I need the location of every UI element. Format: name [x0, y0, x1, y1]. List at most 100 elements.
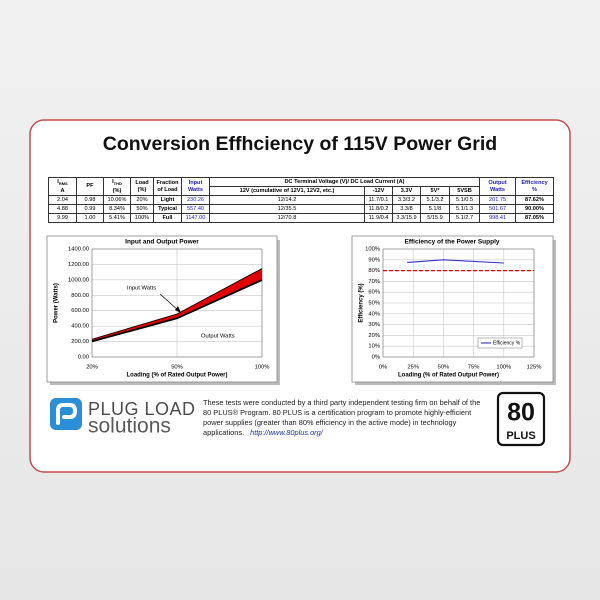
logo: PLUG LOAD solutions: [50, 398, 196, 438]
data-cell: 11.7/0.1: [364, 195, 393, 205]
y-tick-label: 70%: [368, 279, 380, 285]
data-cell: 11.9/0.4: [364, 213, 393, 223]
x-tick-label: 100%: [496, 365, 511, 371]
x-tick-label: 50%: [171, 365, 183, 371]
data-cell: 12/70.8: [209, 213, 365, 223]
y-tick-label: 0%: [372, 355, 380, 361]
header-unit: (%): [112, 187, 122, 194]
header-unit: (%): [137, 186, 147, 193]
data-cell: 2.04: [48, 195, 77, 205]
header-label: 3.3V: [400, 187, 413, 194]
y-tick-label: 30%: [368, 322, 380, 328]
data-cell: 230.26: [181, 195, 210, 205]
data-cell: 1147.00: [181, 213, 210, 223]
header-cell: Output Watts: [479, 177, 517, 196]
y-tick-label: 0.00: [78, 355, 89, 361]
data-cell: 5.1/0.5: [448, 195, 481, 205]
data-cell: 100%: [130, 213, 154, 223]
y-axis-label: Efficiency (%): [359, 283, 365, 322]
header-row: 12V (cumulative of 12V1, 12V2, etc.) -12V…: [49, 186, 554, 196]
header-label: 12V (cumulative of 12V1, 12V2, etc.): [239, 187, 335, 194]
header-cell: Efficiency%: [515, 177, 555, 196]
series-line: [407, 259, 504, 264]
data-cell: 20%: [130, 195, 154, 205]
chart-title: Input and Output Power: [125, 239, 199, 246]
data-cell: 10.06%: [103, 195, 131, 205]
header-cell: 5V*: [420, 186, 450, 196]
header-label: Efficiency: [521, 180, 548, 186]
y-tick-label: 800.00: [71, 293, 89, 299]
y-tick-label: 40%: [368, 311, 380, 317]
data-row: 4.88 0.99 8.34% 50% Typical 557.40 12/35.5 11.8…: [48, 204, 555, 214]
y-tick-label: 200.00: [71, 339, 89, 345]
header-label: 5V*: [430, 187, 440, 194]
page-title: Conversion Effhciency of 115V Power Grid: [103, 133, 497, 155]
annotation-arrowhead: [175, 306, 181, 313]
logo-icon: [50, 398, 82, 430]
data-cell: 5/15.9: [420, 213, 450, 223]
data-cell: Light: [153, 195, 182, 205]
badge-frame: [496, 391, 546, 447]
y-tick-label: 90%: [368, 257, 380, 263]
y-tick-label: 400.00: [71, 324, 89, 330]
data-cell: 4.88: [48, 204, 77, 214]
header-label: -12V: [372, 187, 385, 194]
data-cell: 8.34%: [103, 204, 131, 214]
chart-frame: [351, 235, 554, 383]
data-cell: 201.75: [479, 195, 517, 205]
data-cell: 5.41%: [103, 213, 131, 223]
data-cell: 998.41: [479, 213, 517, 223]
data-cell: 3.3/3.2: [392, 195, 421, 205]
header-label: Output: [488, 180, 507, 186]
data-cell: 557.40: [181, 204, 210, 214]
group-header: DC Terminal Voltage (V)/ DC Load Current…: [208, 177, 481, 187]
header-cell: PF: [76, 177, 104, 196]
y-tick-label: 100%: [365, 247, 380, 253]
plot-frame: [382, 248, 535, 358]
header-cell: IRMS A: [48, 177, 77, 196]
footnote-text: These tests were conducted by a third pa…: [203, 398, 481, 437]
logo-bottom: solutions: [88, 415, 171, 438]
x-tick-label: 0%: [379, 365, 387, 371]
data-cell: 12/14.2: [209, 195, 365, 205]
legend-box: [477, 337, 523, 349]
data-cell: 0.99: [76, 204, 104, 214]
header-cell: ITHD (%): [103, 177, 131, 196]
data-row: 9.99 1.00 5.41% 100% Full 1147.00 12/70.8 11.9/…: [48, 213, 555, 223]
series-line: [91, 279, 263, 343]
header-unit: Watts: [490, 186, 506, 193]
legend-label: Efficiency %: [493, 340, 521, 346]
y-axis-label: Power (Watts): [54, 283, 60, 323]
header-unit: %: [532, 186, 538, 193]
x-tick-label: 25%: [407, 365, 419, 371]
footnote-link[interactable]: http://www.80plus.org/: [250, 428, 323, 437]
badge-number: 80: [507, 399, 535, 427]
y-tick-label: 80%: [368, 268, 380, 274]
data-cell: 5.1/8: [420, 204, 450, 214]
series-line: [91, 268, 263, 340]
data-cell: 50%: [130, 204, 154, 214]
header-unit: Watts: [187, 186, 204, 193]
header-row: IRMS A PF ITHD (%) Load (%) Fraction of Load Inpu…: [48, 177, 555, 196]
header-cell: -12V: [364, 186, 393, 196]
logo-top: PLUG LOAD: [88, 399, 196, 419]
header-label: Fraction: [156, 180, 179, 186]
header-cell: 5VSB: [448, 186, 481, 196]
data-cell: 501.67: [479, 204, 517, 214]
header-cell: Load (%): [130, 177, 154, 196]
header-label: I: [57, 178, 59, 185]
annotation: Input Watts: [127, 286, 156, 292]
y-tick-label: 1200.00: [68, 262, 89, 268]
y-tick-label: 60%: [368, 290, 380, 296]
header-cell: Input Watts: [181, 177, 210, 196]
y-tick-label: 20%: [368, 333, 380, 339]
data-cell: 3.3/15.9: [392, 213, 421, 223]
logo-glyph: [56, 403, 78, 425]
data-cell: 12/35.5: [209, 204, 365, 214]
y-tick-label: 1400.00: [68, 247, 89, 253]
x-axis-label: Loading (% of Rated Output Power): [398, 373, 499, 379]
x-tick-label: 100%: [255, 365, 270, 371]
x-tick-label: 125%: [527, 365, 542, 371]
data-cell: 87.62%: [515, 195, 555, 205]
